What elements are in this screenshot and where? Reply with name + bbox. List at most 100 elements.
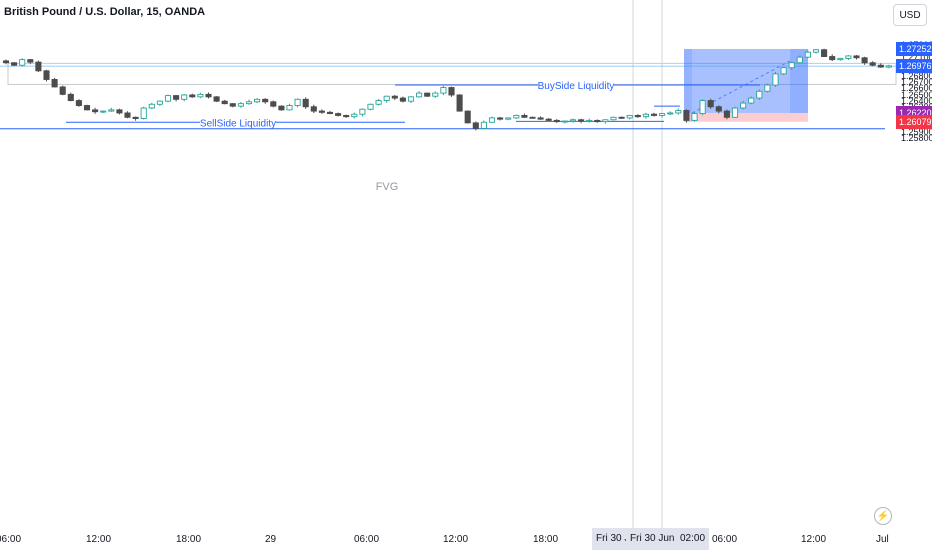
candle-body xyxy=(480,121,487,129)
candle-body xyxy=(286,105,293,111)
candle-body xyxy=(788,62,795,69)
candle-body xyxy=(35,61,42,72)
candle-body xyxy=(812,49,820,53)
time-highlight-label: 02:00 xyxy=(676,528,710,550)
buyside-label-bg xyxy=(538,79,614,92)
candle-body xyxy=(772,73,779,86)
candle-body xyxy=(335,113,342,116)
candle-body xyxy=(691,113,698,121)
candle-body xyxy=(124,112,131,118)
candle-body xyxy=(237,103,244,107)
candle-body xyxy=(740,102,747,109)
candle-body xyxy=(294,98,301,106)
candle-body xyxy=(75,100,82,106)
candle-body xyxy=(513,114,520,119)
candle-body xyxy=(650,113,658,116)
candle-body xyxy=(764,84,771,92)
candle-body xyxy=(731,107,739,118)
candle-body xyxy=(383,95,390,102)
price-marker-label: 1.27252 xyxy=(896,41,932,56)
candle-body xyxy=(578,119,585,122)
candle-body xyxy=(659,113,666,116)
price-marker-label: 1.26079 xyxy=(896,114,932,129)
candle-body xyxy=(2,60,10,64)
candle-body xyxy=(197,93,204,98)
candle-body xyxy=(432,92,439,97)
candle-body xyxy=(715,106,722,112)
candle-body xyxy=(67,93,74,102)
sellside-liquidity-label: SellSide Liquidity xyxy=(200,118,276,129)
time-highlight-label: Fri 30 J xyxy=(592,528,634,550)
candle-body xyxy=(869,62,876,66)
candle-body xyxy=(488,117,496,123)
candle-body xyxy=(424,92,431,97)
candle-body xyxy=(262,98,269,103)
price-tick-label: 1.26600 xyxy=(901,83,932,94)
candle-body xyxy=(610,116,617,121)
candle-body xyxy=(205,93,212,98)
candle-body xyxy=(642,113,649,118)
candle-body xyxy=(602,119,609,123)
candle-body xyxy=(326,111,334,115)
candle-body xyxy=(618,116,625,119)
candle-body xyxy=(456,94,463,112)
time-tick-label: 18:00 xyxy=(176,534,202,545)
candle-body xyxy=(367,103,374,110)
candle-body xyxy=(586,119,593,122)
candle-body xyxy=(529,116,536,119)
fvg-zone xyxy=(7,62,897,85)
price-tick-label: 1.25800 xyxy=(901,133,932,143)
candle-body xyxy=(626,114,633,119)
price-tick-label: 1.26500 xyxy=(901,89,932,100)
candle-body xyxy=(148,103,155,109)
candle-body xyxy=(270,101,277,107)
candle-body xyxy=(302,98,309,108)
long-position-stop-zone xyxy=(684,112,808,122)
candle-body xyxy=(254,98,261,103)
candle-body xyxy=(310,106,317,112)
price-marker-label: 1.26976 xyxy=(896,59,932,74)
lightning-icon[interactable]: ⚡ xyxy=(874,507,892,525)
candle-body xyxy=(245,101,253,105)
candle-body xyxy=(181,94,188,100)
candle-body xyxy=(221,100,228,105)
candle-body xyxy=(440,87,447,94)
candle-body xyxy=(92,109,99,113)
candle-body xyxy=(829,56,836,61)
candle-body xyxy=(359,108,366,115)
candle-body xyxy=(804,51,811,58)
candle-body xyxy=(11,62,18,66)
time-tick-label: 12:00 xyxy=(801,534,827,545)
candle-body xyxy=(278,105,285,111)
price-tick-label: 1.27100 xyxy=(901,52,932,63)
candle-body xyxy=(707,100,714,108)
currency-button[interactable]: USD xyxy=(893,4,927,26)
candle-body xyxy=(521,114,528,118)
candle-body xyxy=(472,122,479,129)
candle-body xyxy=(83,105,91,111)
candle-body xyxy=(545,118,552,121)
candle-body xyxy=(189,94,196,98)
candle-body xyxy=(399,97,406,102)
candle-body xyxy=(132,116,139,119)
candle-body xyxy=(821,49,828,57)
candle-body xyxy=(19,59,26,66)
time-tick-label: 06:00 xyxy=(712,534,738,545)
price-tick-label: 1.25900 xyxy=(901,126,932,137)
candle-body xyxy=(407,96,415,102)
candle-body xyxy=(497,117,504,120)
candle-body xyxy=(351,113,358,118)
time-tick-label: Jul xyxy=(876,534,889,545)
candle-body xyxy=(173,95,180,100)
candle-body xyxy=(667,112,674,115)
candle-body xyxy=(59,86,66,95)
candle-body xyxy=(375,100,382,105)
price-tick-label: 1.26800 xyxy=(901,71,932,81)
candle-body xyxy=(885,65,892,68)
candle-body xyxy=(343,114,350,118)
time-tick-label: 18:00 xyxy=(533,534,559,545)
candle-body xyxy=(391,95,398,99)
time-tick-label: 12:00 xyxy=(86,534,112,545)
